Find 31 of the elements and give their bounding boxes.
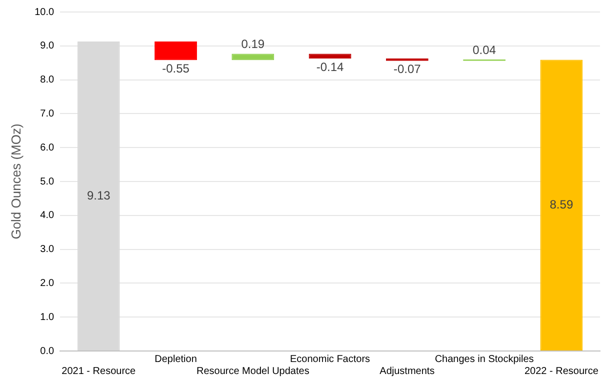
y-tick-label: 6.0 — [40, 142, 54, 154]
y-tick-label: 10.0 — [34, 6, 54, 18]
bar — [540, 60, 583, 350]
y-tick-label: 4.0 — [40, 210, 54, 222]
bar — [77, 41, 120, 350]
y-tick-label: 8.0 — [40, 74, 54, 86]
bar — [232, 54, 274, 60]
data-label: 0.04 — [472, 42, 496, 57]
y-tick-label: 5.0 — [40, 176, 54, 188]
data-label: 0.19 — [241, 37, 265, 52]
x-tick-label: Changes in Stockpiles — [434, 354, 534, 365]
data-label: 9.13 — [86, 188, 111, 203]
y-tick-label: 0.0 — [40, 346, 54, 357]
x-tick-label: 2021 - Resource — [62, 366, 136, 377]
bar — [154, 41, 197, 60]
data-label: -0.55 — [162, 61, 190, 76]
bar — [308, 54, 352, 58]
y-tick-label: 1.0 — [40, 312, 54, 323]
y-tick-label: 7.0 — [40, 108, 54, 120]
x-tick-label: Depletion — [154, 354, 197, 365]
x-tick-label: Economic Factors — [290, 354, 370, 365]
y-tick-label: 2.0 — [40, 278, 54, 289]
y-tick-label: 3.0 — [40, 244, 54, 256]
y-tick-label: 9.0 — [40, 40, 54, 52]
data-label: -0.07 — [393, 62, 422, 76]
x-tick-label: Adjustments — [380, 366, 435, 377]
x-tick-label: 2022 - Resource — [524, 366, 599, 377]
data-label: -0.14 — [316, 60, 344, 74]
y-axis-title: Gold Ounces (MOz) — [8, 124, 24, 240]
x-tick-label: Resource Model Updates — [196, 366, 310, 377]
data-label: 8.59 — [550, 198, 574, 212]
